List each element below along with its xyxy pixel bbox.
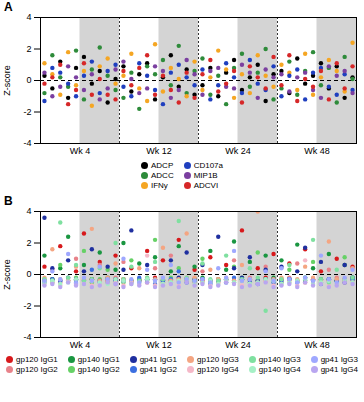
svg-text:0: 0 <box>26 75 31 85</box>
svg-text:Wk 12: Wk 12 <box>146 340 172 350</box>
html-text:gp41 IgG1: gp41 IgG1 <box>139 355 177 364</box>
html-text:gp120 IgG1: gp120 IgG1 <box>16 355 58 364</box>
svg-text:Z-score: Z-score <box>2 259 12 290</box>
html-text:gp140 IgG3: gp140 IgG3 <box>258 355 301 364</box>
html-text:gp120 IgG2: gp120 IgG2 <box>16 365 58 374</box>
svg-text:2: 2 <box>26 44 31 54</box>
svg-text:0: 0 <box>26 269 31 279</box>
svg-text:Z-score: Z-score <box>2 65 12 96</box>
html-text:gp120 IgG3: gp120 IgG3 <box>197 355 239 364</box>
html-text:MIP1B: MIP1B <box>193 171 218 180</box>
svg-text:Wk 48: Wk 48 <box>304 146 330 156</box>
svg-text:Wk 48: Wk 48 <box>304 340 330 350</box>
svg-text:2: 2 <box>26 238 31 248</box>
svg-text:-2: -2 <box>23 107 31 117</box>
html-text:gp41 IgG4: gp41 IgG4 <box>320 365 358 374</box>
html-text:ADCP: ADCP <box>151 161 174 170</box>
svg-text:-4: -4 <box>23 138 31 148</box>
svg-text:4: 4 <box>26 13 31 22</box>
html-text:gp120 IgG4: gp120 IgG4 <box>197 365 239 374</box>
svg-text:4: 4 <box>26 207 31 216</box>
html-text:gp140 IgG1: gp140 IgG1 <box>77 355 120 364</box>
html-text:gp140 IgG4: gp140 IgG4 <box>258 365 301 374</box>
html-text:IFNy: IFNy <box>151 181 168 190</box>
svg-text:Wk 12: Wk 12 <box>146 146 172 156</box>
html-text:gp140 IgG2: gp140 IgG2 <box>77 365 120 374</box>
svg-text:Wk 4: Wk 4 <box>70 340 91 350</box>
html-text:A: A <box>4 0 13 14</box>
svg-text:Wk 4: Wk 4 <box>70 146 91 156</box>
html-text:ADCC: ADCC <box>151 171 174 180</box>
svg-text:-2: -2 <box>23 301 31 311</box>
html-text:gp41 IgG3: gp41 IgG3 <box>320 355 358 364</box>
svg-text:-4: -4 <box>23 332 31 342</box>
html-text:B: B <box>4 194 13 208</box>
html-text:ADCVI: ADCVI <box>193 181 219 190</box>
html-text:CD107a: CD107a <box>193 161 223 170</box>
svg-text:Wk 24: Wk 24 <box>225 340 251 350</box>
svg-text:Wk 24: Wk 24 <box>225 146 251 156</box>
html-text:gp41 IgG2: gp41 IgG2 <box>139 365 177 374</box>
